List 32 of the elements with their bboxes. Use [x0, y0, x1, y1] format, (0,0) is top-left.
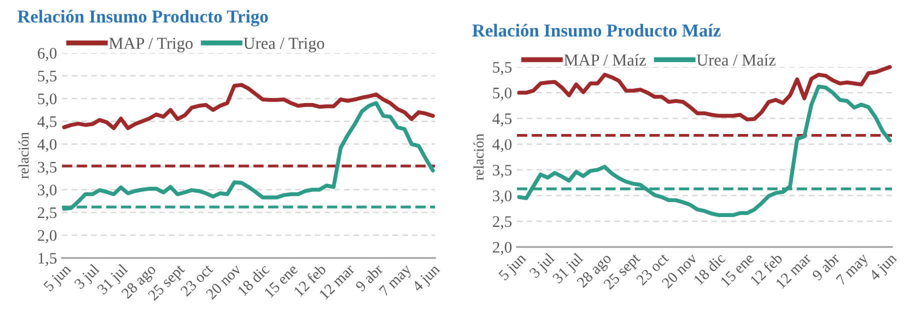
y-tick-label: 3,5	[492, 164, 512, 178]
x-tick-label: 4 jun	[412, 263, 443, 294]
line-series	[517, 84, 892, 218]
legend-label: Urea / Maíz	[696, 54, 776, 66]
y-tick-label: 1,5	[38, 252, 57, 266]
y-tick-label: 3,0	[38, 184, 57, 198]
legend-label: Urea / Trigo	[244, 38, 324, 52]
y-tick-label: 2,0	[38, 230, 57, 244]
legend-label: MAP / Maíz	[564, 54, 646, 66]
chart-title: Relación Insumo Producto Trigo	[18, 10, 268, 26]
y-tick-label: 4,0	[37, 139, 57, 152]
x-tick-label: 4 jun	[868, 252, 900, 284]
y-tick-label: 4,5	[37, 116, 57, 130]
y-tick-label: 4,0	[492, 139, 512, 152]
y-tick-label: 4,5	[492, 113, 512, 126]
y-tick-label: 5,5	[38, 70, 57, 84]
y-tick-label: 5,0	[38, 93, 57, 107]
line-series	[517, 65, 892, 122]
y-axis-title: relación	[473, 134, 484, 180]
chart-title: Relación Insumo Producto Maíz	[472, 24, 721, 37]
legend-label: MAP / Trigo	[109, 38, 193, 52]
y-tick-label: 2,5	[492, 216, 512, 230]
y-axis-title: relación	[18, 132, 29, 179]
y-tick-label: 3,5	[38, 162, 57, 175]
y-tick-label: 5,0	[493, 88, 512, 101]
line-series	[62, 101, 435, 211]
y-tick-label: 2,5	[38, 207, 57, 220]
line-series	[62, 82, 435, 130]
y-tick-label: 5,5	[493, 62, 512, 75]
y-tick-label: 6,0	[38, 48, 57, 61]
y-tick-label: 3,0	[492, 190, 512, 204]
y-tick-label: 2,0	[492, 242, 512, 255]
